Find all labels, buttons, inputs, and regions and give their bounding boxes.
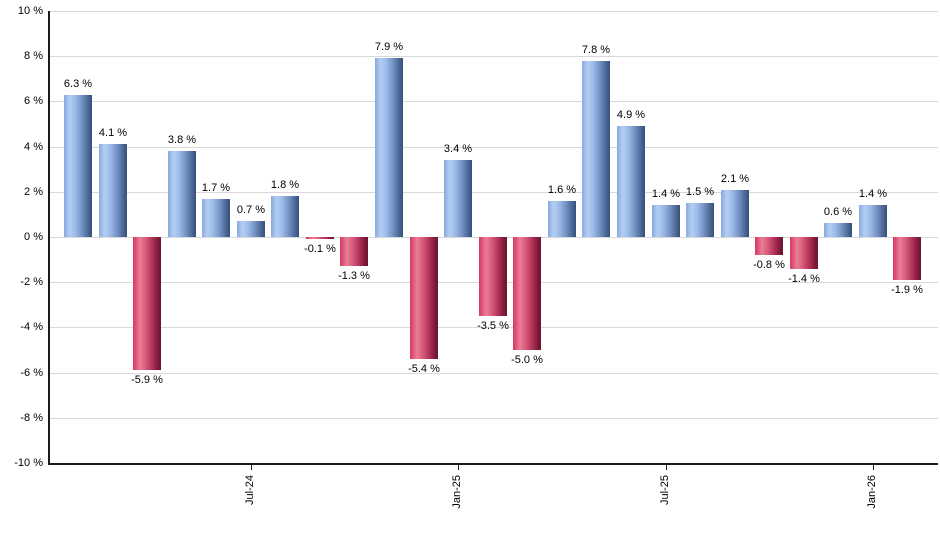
bar-value-label: 1.4 % — [651, 188, 681, 200]
bar-negative — [893, 237, 921, 280]
bar-value-label: 0.6 % — [823, 206, 853, 218]
bar-positive — [652, 205, 680, 237]
bar-value-label: -5.9 % — [131, 374, 163, 386]
y-tick-label: -8 % — [20, 412, 43, 424]
y-tick-label: -6 % — [20, 367, 43, 379]
bar-positive — [202, 199, 230, 237]
bar-value-label: -1.9 % — [891, 284, 923, 296]
bar-negative — [133, 237, 161, 370]
bar-value-label: -5.0 % — [511, 354, 543, 366]
bar-value-label: 1.5 % — [685, 186, 715, 198]
x-tick-mark — [873, 465, 874, 470]
y-tick-label: 10 % — [17, 5, 43, 17]
x-tick-mark — [458, 465, 459, 470]
bar-value-label: 6.3 % — [63, 78, 93, 90]
y-tick-label: 2 % — [24, 186, 43, 198]
gridline — [48, 373, 938, 374]
x-tick-label-text: Jul-25 — [659, 475, 671, 505]
y-tick-label: 6 % — [24, 95, 43, 107]
x-tick-label-text: Jul-24 — [244, 475, 256, 505]
bar-value-label: 1.8 % — [270, 179, 300, 191]
bar-negative — [513, 237, 541, 350]
x-tick-mark — [251, 465, 252, 470]
gridline — [48, 327, 938, 328]
bar-value-label: -3.5 % — [477, 320, 509, 332]
bar-negative — [340, 237, 368, 266]
x-tick-label-text: Jan-26 — [866, 475, 878, 509]
bar-negative — [755, 237, 783, 255]
bar-value-label: 7.9 % — [374, 41, 404, 53]
bar-negative — [479, 237, 507, 316]
bar-value-label: 1.6 % — [547, 184, 577, 196]
bar-positive — [617, 126, 645, 237]
y-tick-label: -2 % — [20, 276, 43, 288]
bar-value-label: -1.4 % — [788, 273, 820, 285]
bar-positive — [168, 151, 196, 237]
x-axis — [48, 463, 938, 465]
bar-value-label: 2.1 % — [720, 173, 750, 185]
y-tick-label: 0 % — [24, 231, 43, 243]
gridline — [48, 101, 938, 102]
bar-negative — [306, 237, 334, 239]
bar-value-label: -0.8 % — [753, 259, 785, 271]
x-tick-label-text: Jan-25 — [451, 475, 463, 509]
bar-value-label: -0.1 % — [304, 243, 336, 255]
bar-positive — [824, 223, 852, 237]
bar-positive — [582, 61, 610, 237]
bar-negative — [410, 237, 438, 359]
bar-value-label: -1.3 % — [338, 270, 370, 282]
bar-positive — [64, 95, 92, 237]
y-axis — [48, 11, 50, 465]
bar-positive — [237, 221, 265, 237]
bar-positive — [99, 144, 127, 237]
bar-value-label: 3.4 % — [443, 143, 473, 155]
gridline — [48, 192, 938, 193]
x-tick-mark — [666, 465, 667, 470]
bar-value-label: -5.4 % — [408, 363, 440, 375]
bar-positive — [721, 190, 749, 237]
y-tick-label: 8 % — [24, 50, 43, 62]
gridline — [48, 56, 938, 57]
y-tick-label: -10 % — [14, 457, 43, 469]
gridline — [48, 147, 938, 148]
bar-value-label: 3.8 % — [167, 134, 197, 146]
bar-positive — [444, 160, 472, 237]
bar-value-label: 1.7 % — [201, 182, 231, 194]
bar-negative — [790, 237, 818, 269]
bar-positive — [686, 203, 714, 237]
bar-value-label: 1.4 % — [858, 188, 888, 200]
gridline — [48, 418, 938, 419]
bar-positive — [859, 205, 887, 237]
bar-positive — [271, 196, 299, 237]
bar-value-label: 0.7 % — [236, 204, 266, 216]
bar-positive — [548, 201, 576, 237]
y-tick-label: -4 % — [20, 321, 43, 333]
y-tick-label: 4 % — [24, 141, 43, 153]
gridline — [48, 11, 938, 12]
bar-value-label: 7.8 % — [581, 44, 611, 56]
bar-value-label: 4.9 % — [616, 109, 646, 121]
bar-value-label: 4.1 % — [98, 127, 128, 139]
bar-positive — [375, 58, 403, 237]
